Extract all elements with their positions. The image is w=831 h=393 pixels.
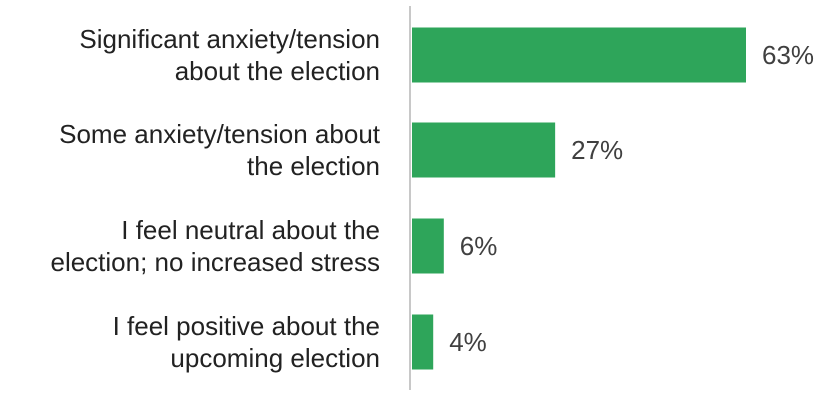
category-label-line: election; no increased stress — [50, 247, 380, 277]
value-label-4: 4% — [449, 327, 487, 357]
category-label-line: Some anxiety/tension about — [59, 119, 381, 149]
category-label-line: Significant anxiety/tension — [79, 24, 380, 54]
category-label-1: Significant anxiety/tension about the ele… — [79, 24, 380, 86]
category-label-line: the election — [247, 151, 380, 181]
bar-4 — [412, 314, 434, 370]
value-label-3: 6% — [460, 231, 498, 261]
value-labels: 63% 27% 6% 4% — [449, 40, 814, 357]
category-label-line: upcoming election — [170, 343, 380, 373]
category-labels: Significant anxiety/tension about the ele… — [50, 24, 380, 373]
category-label-4: I feel positive about the upcoming electi… — [113, 311, 380, 373]
bars — [412, 27, 746, 370]
category-label-line: I feel neutral about the — [121, 215, 380, 245]
bar-2 — [412, 122, 556, 178]
value-label-2: 27% — [571, 135, 623, 165]
value-label-1: 63% — [762, 40, 814, 70]
category-label-2: Some anxiety/tension about the election — [59, 119, 381, 181]
category-label-line: I feel positive about the — [113, 311, 380, 341]
category-label-line: about the election — [175, 56, 380, 86]
bar-1 — [412, 27, 746, 83]
bar-3 — [412, 218, 444, 274]
category-label-3: I feel neutral about the election; no inc… — [50, 215, 380, 277]
